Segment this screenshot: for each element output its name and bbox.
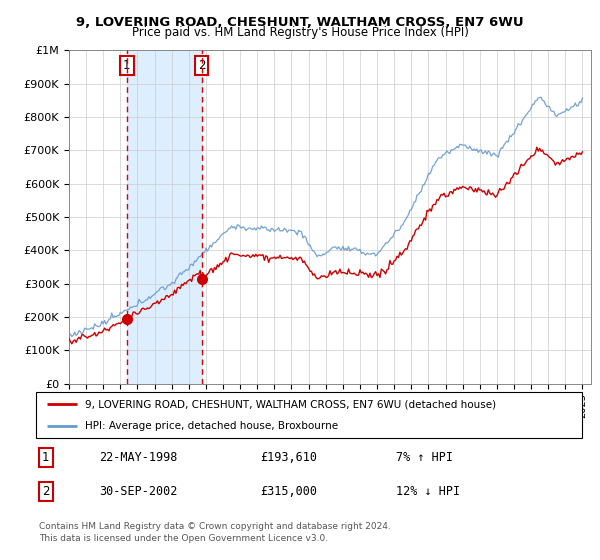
Text: 1: 1: [42, 451, 50, 464]
Text: £315,000: £315,000: [260, 485, 317, 498]
Text: 22-MAY-1998: 22-MAY-1998: [99, 451, 177, 464]
Text: 12% ↓ HPI: 12% ↓ HPI: [397, 485, 460, 498]
Text: Price paid vs. HM Land Registry's House Price Index (HPI): Price paid vs. HM Land Registry's House …: [131, 26, 469, 39]
Text: 2: 2: [42, 485, 50, 498]
Text: 7% ↑ HPI: 7% ↑ HPI: [397, 451, 454, 464]
Text: £193,610: £193,610: [260, 451, 317, 464]
Text: 2: 2: [198, 59, 205, 72]
Bar: [127, 50, 202, 384]
Text: 9, LOVERING ROAD, CHESHUNT, WALTHAM CROSS, EN7 6WU (detached house): 9, LOVERING ROAD, CHESHUNT, WALTHAM CROS…: [85, 399, 496, 409]
Text: 30-SEP-2002: 30-SEP-2002: [99, 485, 177, 498]
Text: 9, LOVERING ROAD, CHESHUNT, WALTHAM CROSS, EN7 6WU: 9, LOVERING ROAD, CHESHUNT, WALTHAM CROS…: [76, 16, 524, 29]
Text: 1: 1: [123, 59, 131, 72]
Text: HPI: Average price, detached house, Broxbourne: HPI: Average price, detached house, Brox…: [85, 421, 338, 431]
Text: Contains HM Land Registry data © Crown copyright and database right 2024.
This d: Contains HM Land Registry data © Crown c…: [39, 522, 391, 543]
